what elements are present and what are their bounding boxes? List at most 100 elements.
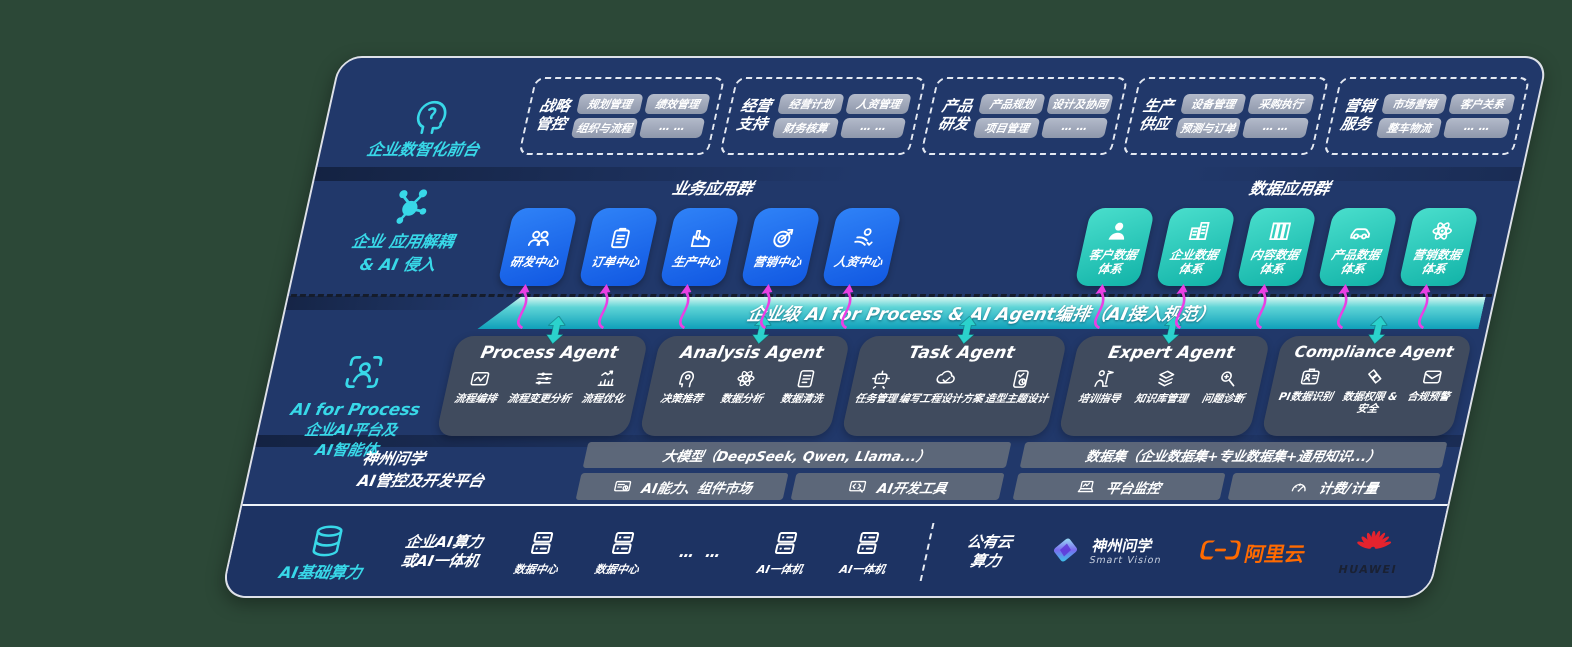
optimize-icon	[593, 367, 621, 390]
layer-label: AI for Process	[289, 400, 423, 419]
component-market-icon	[610, 477, 634, 497]
data-tile: 客户数据 体系	[1074, 208, 1156, 330]
diagnose-icon	[1214, 367, 1242, 390]
module-chip: 组织与流程	[570, 118, 638, 138]
front-office-group: 战略 管控 规划管理 绩效管理 组织与流程 … …	[518, 77, 726, 155]
group-title: 产品 研发	[936, 97, 975, 133]
person-motion-icon	[848, 225, 880, 251]
dataset-bar: 数据集（企业数据集+专业数据集+通用知识...）	[1019, 442, 1448, 468]
agent-capability: 任务管理	[854, 367, 904, 405]
business-app-group: 业务应用群 研发中心 订单中心	[495, 175, 909, 330]
module-chip: … …	[1443, 118, 1511, 138]
person-icon	[1102, 218, 1134, 244]
agent-capability: 流程编排	[453, 367, 503, 405]
agent-card-analysis: Analysis Agent 决策推荐 数据分析 数据清洗	[638, 336, 851, 436]
layer-platform: 神州问学 AI管控及开发平台 大模型（DeepSeek, Qwen, Llama…	[340, 442, 1448, 500]
platform-cell-monitor: 平台监控	[1012, 473, 1226, 500]
dashed-separator	[290, 294, 1493, 297]
module-chip: … …	[839, 118, 907, 138]
group-title: 战略 管控	[533, 97, 572, 133]
server-icon	[604, 528, 641, 558]
front-office-group: 经营 支持 经营计划 人资管理 财务核算 … …	[719, 77, 927, 155]
tile-label: 客户数据 体系	[1087, 247, 1139, 276]
app-layer-label-block: 企业 应用解耦 & AI 侵入	[295, 175, 513, 293]
factory-icon	[686, 225, 718, 251]
module-chip: 客户关系	[1448, 94, 1516, 114]
agent-card-compliance: Compliance Agent PI数据识别 数据权限 & 安全 合规预警	[1260, 336, 1473, 436]
module-chip: 产品规划	[978, 94, 1046, 114]
front-office-group: 营销 服务 市场营销 客户关系 整车物流 … …	[1322, 77, 1531, 155]
cloud-check-icon	[931, 367, 959, 390]
front-office-group: 生产 供应 设备管理 采购执行 预测与订单 … …	[1121, 77, 1330, 155]
front-office-groups: 战略 管控 规划管理 绩效管理 组织与流程 … … 经营 支持 经营计划 人资管…	[515, 62, 1539, 168]
module-chip: 财务核算	[772, 118, 840, 138]
group-heading: 数据应用群	[1247, 179, 1332, 198]
diagram-panel: 企业数智化前台 战略 管控 规划管理 绩效管理 组织与流程 … … 经营 支持 …	[219, 56, 1549, 598]
mail-warning-icon	[1419, 365, 1447, 388]
id-card-icon	[1296, 365, 1324, 388]
agent-capability: PI数据识别	[1278, 365, 1340, 403]
orchestration-bar-text: 企业级 AI for Process & AI Agent编排（AI接入规范）	[745, 304, 1218, 325]
platform-dataset-section: 数据集（企业数据集+专业数据集+通用知识...） 平台监控 计费/计量	[1012, 442, 1448, 500]
head-gear-icon	[672, 367, 700, 390]
module-chip: 经营计划	[777, 94, 845, 114]
tile-label: 内容数据 体系	[1249, 247, 1301, 276]
module-chip: 人资管理	[844, 94, 912, 114]
agent-capability: 数据清洗	[780, 367, 830, 405]
layer-label: AI基础算力	[277, 562, 365, 582]
agent-capability: 流程优化	[581, 367, 631, 405]
module-chip: … …	[638, 118, 706, 138]
card-check-icon	[1007, 367, 1035, 390]
data-tile: 产品数据 体系	[1317, 208, 1399, 330]
layer-shadow	[285, 296, 489, 310]
module-chip: 项目管理	[973, 118, 1041, 138]
agent-capability: 流程变更分析	[506, 367, 577, 405]
agent-capability: 合规预警	[1406, 365, 1456, 403]
agent-card-task: Task Agent 任务管理 编写工程设计方案 造型主题设计	[840, 336, 1068, 436]
model-bar: 大模型（DeepSeek, Qwen, Llama...）	[582, 442, 1011, 468]
group-title: 生产 供应	[1137, 97, 1176, 133]
digital-head-icon	[405, 96, 456, 138]
agent-card-expert: Expert Agent 培训指导 知识库管理 问题诊断	[1057, 336, 1271, 436]
module-chip: 整车物流	[1375, 118, 1443, 138]
server-icon	[523, 528, 560, 558]
agent-capability: 培训指导	[1077, 367, 1127, 405]
layer-label: 企业 应用解耦	[349, 232, 456, 251]
tile-label: 研发中心	[508, 254, 560, 269]
platform-model-section: 大模型（DeepSeek, Qwen, Llama...） AI能力、组件市场 …	[575, 442, 1011, 500]
gauge-icon	[1287, 477, 1311, 497]
tile-label: 企业数据 体系	[1168, 247, 1220, 276]
layer-label: 企业数智化前台	[365, 140, 482, 159]
agent-capability: 问题诊断	[1201, 367, 1251, 405]
agent-capability: 知识库管理	[1134, 367, 1195, 405]
molecule-icon	[383, 183, 439, 229]
tile-label: 产品数据 体系	[1330, 247, 1382, 276]
enterprise-compute-label: 企业AI算力 或AI一体机	[399, 532, 485, 571]
layer-app-decoupling: 企业 应用解耦 & AI 侵入 业务应用群 研发中心 订单中心	[295, 175, 1514, 330]
atom-icon	[1426, 218, 1458, 244]
platform-label: 神州问学 AI管控及开发平台	[355, 450, 487, 490]
datacenter-node: 数据中心	[512, 528, 567, 577]
target-icon	[767, 225, 799, 251]
ai-appliance-node: AI一体机	[755, 528, 811, 577]
atom-icon	[732, 367, 760, 390]
data-tile: 企业数据 体系	[1155, 208, 1237, 330]
data-tile: 营销数据 体系	[1398, 208, 1480, 330]
agent-card-process: Process Agent 流程编排 流程变更分析 流程优化	[435, 336, 649, 436]
huawei-petals-icon	[1352, 528, 1394, 562]
teach-icon	[1090, 367, 1118, 390]
agent-capability: 造型主题设计	[984, 367, 1055, 405]
data-app-group: 数据应用群 客户数据 体系 企业数据 体系	[1072, 175, 1486, 330]
public-cloud-label: 公有云 算力	[965, 532, 1015, 571]
agent-cards-row: Process Agent 流程编排 流程变更分析 流程优化	[435, 336, 1473, 436]
agent-capability: 数据分析	[719, 367, 769, 405]
document-icon	[792, 367, 820, 390]
platform-cell-market: AI能力、组件市场	[575, 473, 789, 500]
module-chip: 预测与订单	[1174, 118, 1242, 138]
group-title: 经营 支持	[735, 97, 774, 133]
business-tile: 研发中心	[497, 208, 579, 330]
business-tile: 人资中心	[821, 208, 903, 330]
tile-label: 生产中心	[670, 254, 722, 269]
layers-icon	[1152, 367, 1180, 390]
